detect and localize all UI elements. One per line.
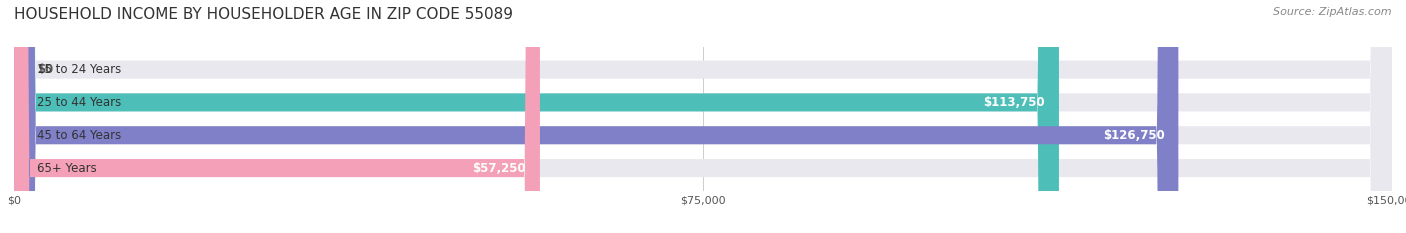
Text: $126,750: $126,750 <box>1102 129 1164 142</box>
Text: 65+ Years: 65+ Years <box>37 161 97 175</box>
FancyBboxPatch shape <box>14 0 1392 233</box>
Text: $57,250: $57,250 <box>472 161 526 175</box>
Text: 45 to 64 Years: 45 to 64 Years <box>37 129 121 142</box>
FancyBboxPatch shape <box>14 0 1392 233</box>
Text: $0: $0 <box>37 63 53 76</box>
Text: 25 to 44 Years: 25 to 44 Years <box>37 96 121 109</box>
FancyBboxPatch shape <box>14 0 1178 233</box>
Text: 15 to 24 Years: 15 to 24 Years <box>37 63 121 76</box>
FancyBboxPatch shape <box>14 0 540 233</box>
Text: Source: ZipAtlas.com: Source: ZipAtlas.com <box>1274 7 1392 17</box>
FancyBboxPatch shape <box>14 0 1059 233</box>
FancyBboxPatch shape <box>14 0 1392 233</box>
Text: HOUSEHOLD INCOME BY HOUSEHOLDER AGE IN ZIP CODE 55089: HOUSEHOLD INCOME BY HOUSEHOLDER AGE IN Z… <box>14 7 513 22</box>
FancyBboxPatch shape <box>14 0 1392 233</box>
Text: $113,750: $113,750 <box>984 96 1045 109</box>
